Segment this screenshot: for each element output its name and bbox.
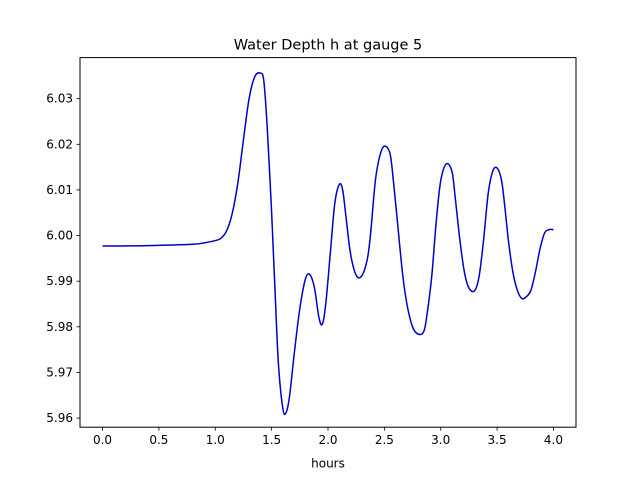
chart-title: Water Depth h at gauge 5 <box>234 38 422 54</box>
y-tick-label: 6.00 <box>46 229 73 243</box>
x-tick-label: 0.5 <box>149 433 168 447</box>
y-tick-label: 5.99 <box>46 274 73 288</box>
x-tick-label: 3.0 <box>431 433 450 447</box>
y-tick-label: 6.03 <box>46 92 73 106</box>
y-tick-label: 5.98 <box>46 320 73 334</box>
y-tick-label: 5.97 <box>46 365 73 379</box>
x-tick-label: 1.0 <box>206 433 225 447</box>
y-tick-label: 6.02 <box>46 137 73 151</box>
y-axis-ticks: 5.96 5.97 5.98 5.99 6.00 6.01 6.02 6.03 <box>46 92 80 425</box>
x-tick-label: 2.5 <box>375 433 394 447</box>
plot-frame <box>79 57 577 428</box>
x-tick-label: 2.0 <box>318 433 337 447</box>
x-tick-label: 3.5 <box>488 433 507 447</box>
x-axis-label: hours <box>311 457 345 471</box>
series-layer <box>102 72 554 416</box>
x-tick-label: 1.5 <box>262 433 281 447</box>
x-tick-label: 4.0 <box>544 433 563 447</box>
x-tick-label: 0.0 <box>93 433 112 447</box>
x-axis-ticks: 0.0 0.5 1.0 1.5 2.0 2.5 3.0 3.5 4.0 <box>93 427 563 447</box>
y-tick-label: 5.96 <box>46 411 73 425</box>
y-tick-label: 6.01 <box>46 183 73 197</box>
series-line-0 <box>102 72 554 416</box>
